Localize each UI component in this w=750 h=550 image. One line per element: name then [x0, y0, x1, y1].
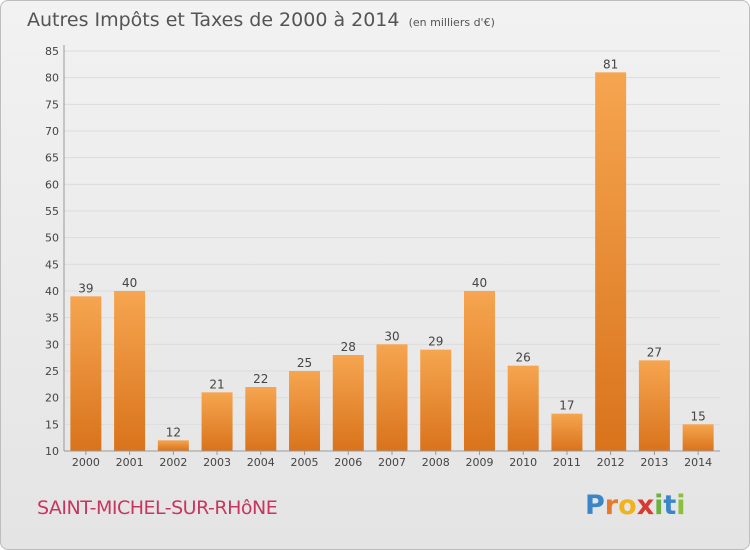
bar-layer: 39 40 12 21 22 25 28 30 29 40 26 17 81 27 15: [70, 57, 714, 451]
bar-value-label: 40: [122, 276, 137, 290]
bar-value-label: 28: [341, 340, 356, 354]
x-tick-label: 2012: [597, 456, 625, 469]
y-tick-label: 55: [45, 205, 59, 218]
x-tick-label: 2010: [509, 456, 537, 469]
x-tick-label: 2011: [553, 456, 581, 469]
proxiti-logo[interactable]: Proxiti: [585, 490, 686, 521]
bar-2008: [420, 349, 452, 451]
logo-letter: P: [585, 490, 605, 521]
bar-value-label: 40: [472, 276, 487, 290]
x-tick-label: 2003: [203, 456, 231, 469]
chart-title: Autres Impôts et Taxes de 2000 à 2014 (e…: [27, 9, 495, 31]
bar-2002: [157, 440, 189, 451]
y-tick-label: 35: [45, 312, 59, 325]
logo-letter: r: [604, 490, 619, 521]
commune-name: SAINT-MICHEL-SUR-RHôNE: [37, 497, 278, 519]
logo-letter: t: [663, 490, 677, 521]
bar-2006: [332, 355, 364, 451]
bar-2005: [289, 371, 321, 451]
logo-letter: o: [618, 490, 637, 521]
bar-2011: [551, 413, 583, 451]
y-tick-label: 50: [45, 232, 59, 245]
bar-value-label: 12: [166, 425, 181, 439]
x-tick-label: 2007: [378, 456, 406, 469]
x-tick-label: 2001: [116, 456, 144, 469]
x-tick-label: 2006: [334, 456, 362, 469]
y-tick-label: 40: [45, 285, 59, 298]
bar-2014: [682, 424, 714, 451]
y-tick-label: 30: [45, 338, 59, 351]
bar-2009: [463, 291, 495, 451]
bar-2010: [507, 365, 539, 451]
x-tick-label: 2008: [422, 456, 450, 469]
y-tick-label: 80: [45, 72, 59, 85]
title-text: Autres Impôts et Taxes de 2000 à 2014: [27, 9, 400, 31]
bar-value-label: 27: [647, 345, 662, 359]
bar-value-label: 29: [428, 335, 443, 349]
y-tick-label: 20: [45, 392, 59, 405]
y-tick-label: 70: [45, 125, 59, 138]
bar-2003: [201, 392, 233, 451]
logo-letter: i: [676, 490, 686, 521]
bar-value-label: 39: [78, 281, 93, 295]
y-tick-label: 45: [45, 258, 59, 271]
y-tick-label: 75: [45, 98, 59, 111]
x-tick-label: 2014: [684, 456, 712, 469]
logo-letter: x: [636, 490, 655, 521]
bar-value-label: 17: [559, 399, 574, 413]
y-tick-label: 60: [45, 178, 59, 191]
bar-value-label: 25: [297, 356, 312, 370]
y-tick-label: 85: [45, 45, 59, 58]
bar-value-label: 15: [690, 409, 705, 423]
x-tick-label: 2005: [291, 456, 319, 469]
x-tick-label: 2004: [247, 456, 275, 469]
y-tick-label: 15: [45, 418, 59, 431]
bar-2000: [70, 296, 102, 451]
axis-layer: 10 15 20 25 30 35 40 45 50 55 60 65 70 75 80 85 2000 2001…: [45, 45, 720, 469]
bar-2007: [376, 344, 408, 451]
bar-value-label: 21: [209, 377, 224, 391]
y-tick-label: 65: [45, 152, 59, 165]
logo-letter: i: [654, 490, 664, 521]
x-tick-label: 2002: [159, 456, 187, 469]
bar-2012: [595, 72, 627, 451]
x-tick-label: 2013: [640, 456, 668, 469]
bar-value-label: 81: [603, 57, 618, 71]
y-tick-label: 10: [45, 445, 59, 458]
x-tick-label: 2009: [465, 456, 493, 469]
bar-value-label: 26: [516, 351, 531, 365]
unit-text: (en milliers d'€): [408, 16, 495, 29]
bar-2004: [245, 387, 277, 451]
x-tick-label: 2000: [72, 456, 100, 469]
bar-value-label: 22: [253, 372, 268, 386]
y-tick-label: 25: [45, 365, 59, 378]
bar-2013: [638, 360, 670, 451]
bar-2001: [114, 291, 146, 451]
bar-value-label: 30: [384, 329, 399, 343]
